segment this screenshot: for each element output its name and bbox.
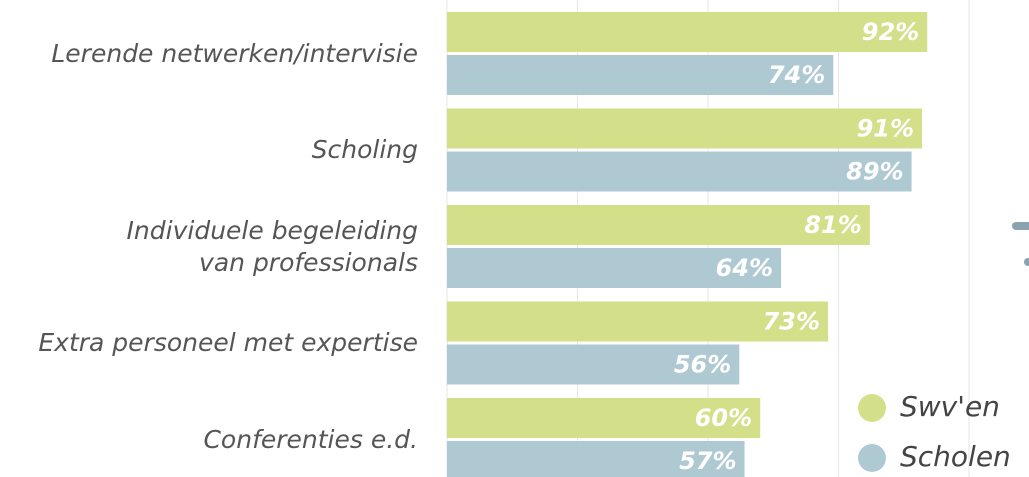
category-label: Extra personeel met expertise xyxy=(38,328,418,357)
bar xyxy=(447,344,740,385)
bar xyxy=(447,55,834,95)
category-label: Conferenties e.d. xyxy=(203,424,418,454)
value-label: 57% xyxy=(679,447,736,475)
legend-swatch xyxy=(858,394,886,422)
bar xyxy=(447,205,870,245)
legend-label: Scholen xyxy=(900,440,1011,473)
bar xyxy=(447,12,928,52)
value-label: 60% xyxy=(695,404,752,432)
category-label: Individuele begeleiding van professional… xyxy=(126,215,418,277)
bar xyxy=(447,398,761,438)
category-label: Scholing xyxy=(311,135,418,164)
decoration xyxy=(1024,258,1029,266)
value-label: 73% xyxy=(763,308,820,336)
value-label: 92% xyxy=(862,18,919,46)
bar xyxy=(447,151,912,192)
value-label: 74% xyxy=(768,61,825,89)
category-label: Lerende netwerken/intervisie xyxy=(51,38,418,68)
bar xyxy=(447,301,829,342)
bar xyxy=(447,248,782,288)
value-label: 64% xyxy=(716,254,773,282)
legend-label: Swv'en xyxy=(900,390,1000,423)
legend-swatch xyxy=(858,444,886,472)
value-label: 91% xyxy=(857,115,914,143)
value-label: 56% xyxy=(674,351,731,379)
value-label: 81% xyxy=(804,211,861,239)
decoration xyxy=(1012,222,1029,230)
bar xyxy=(447,441,745,477)
bar xyxy=(447,108,923,149)
value-label: 89% xyxy=(846,158,903,186)
